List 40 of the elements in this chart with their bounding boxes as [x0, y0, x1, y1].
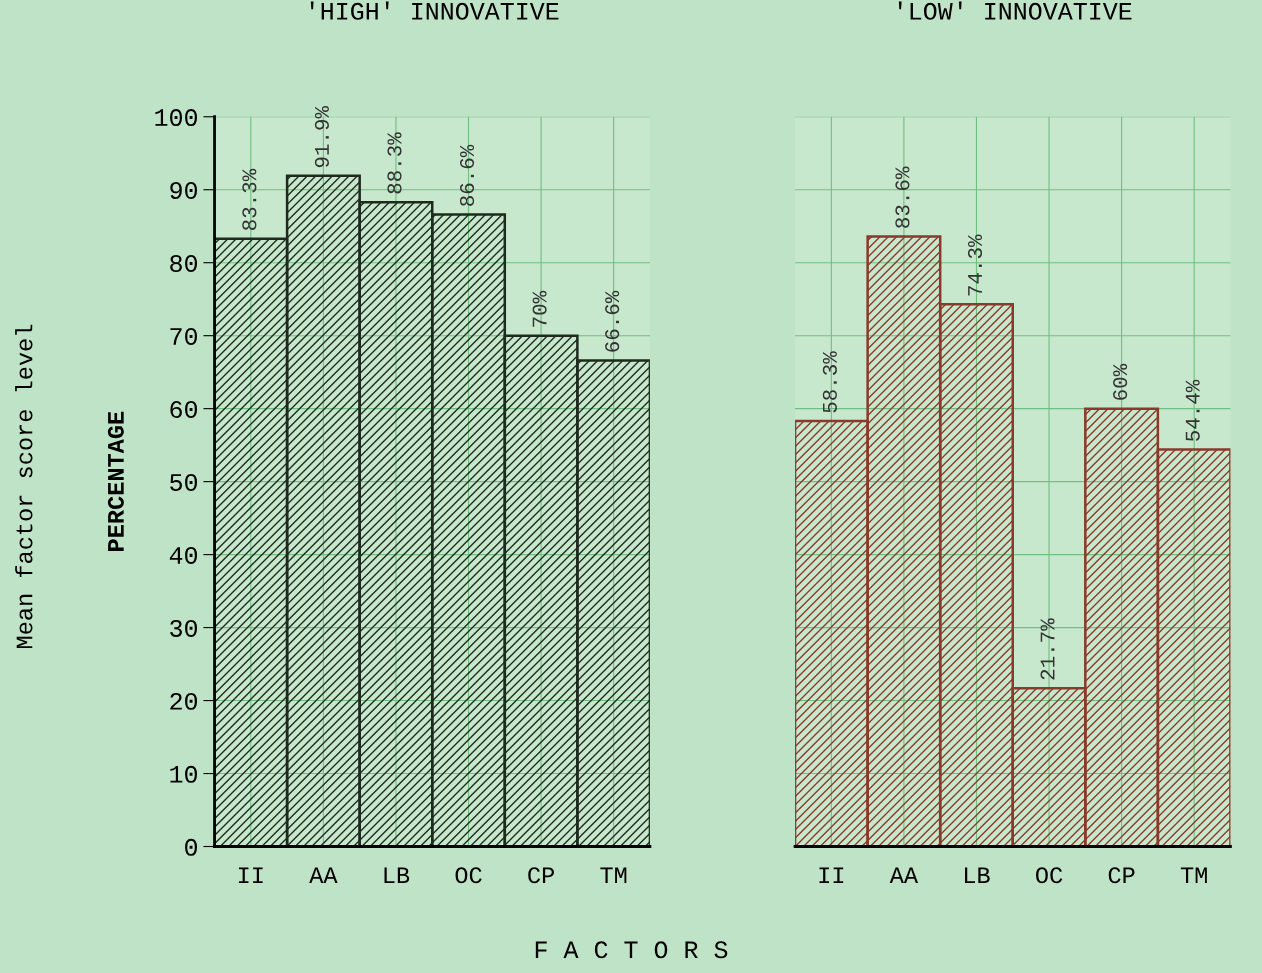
x-tick-label: OC — [455, 867, 482, 884]
y-tick-label: 10 — [170, 765, 198, 783]
y-tick-label: 50 — [170, 473, 198, 491]
data-label: 70% — [532, 290, 547, 327]
x-axis-title: F A C T O R S — [535, 941, 728, 959]
y-tick-label: 80 — [170, 255, 198, 273]
chart-title: 'HIGH' INNOVATIVE — [310, 1, 559, 20]
data-label: 74.3% — [967, 234, 983, 296]
y-tick-label: 70 — [170, 328, 198, 345]
x-tick-label: II — [238, 867, 263, 884]
x-tick-label: AA — [309, 867, 338, 884]
y-tick-label: 30 — [170, 619, 198, 637]
y-tick-label: 40 — [169, 546, 198, 564]
data-label: 60% — [1113, 363, 1128, 400]
data-label: 83.6% — [895, 166, 910, 228]
y-axis-title: PERCENTAGE — [107, 411, 124, 551]
data-label: 66.6% — [605, 290, 620, 352]
x-tick-label: TM — [1180, 867, 1207, 884]
x-tick-label: LB — [965, 867, 990, 884]
text: Mean factor score level — [15, 324, 33, 648]
chart-title: 'LOW' INNOVATIVE — [898, 1, 1132, 20]
data-label: 91.9% — [314, 106, 329, 168]
data-label: 54.4% — [1185, 379, 1200, 441]
y-tick-label: 20 — [170, 692, 198, 710]
x-tick-label: LB — [384, 867, 410, 884]
x-tick-label: CP — [1108, 867, 1135, 884]
data-label: 83.3% — [242, 168, 257, 230]
y-tick-label: 100 — [155, 109, 198, 127]
y-tick-label: 60 — [170, 401, 198, 418]
x-tick-label: OC — [1036, 867, 1063, 884]
x-tick-label: AA — [889, 867, 919, 884]
data-label: 58.3% — [822, 351, 837, 413]
x-tick-label: CP — [528, 867, 554, 884]
data-label: 21.7% — [1040, 618, 1055, 680]
data-label: 86.6% — [459, 144, 475, 206]
y-tick-label: 0 — [185, 838, 198, 856]
x-tick-label: II — [819, 867, 844, 884]
x-tick-label: TM — [600, 867, 627, 884]
data-label: 88.3% — [387, 132, 402, 194]
y-tick-label: 90 — [170, 182, 198, 200]
